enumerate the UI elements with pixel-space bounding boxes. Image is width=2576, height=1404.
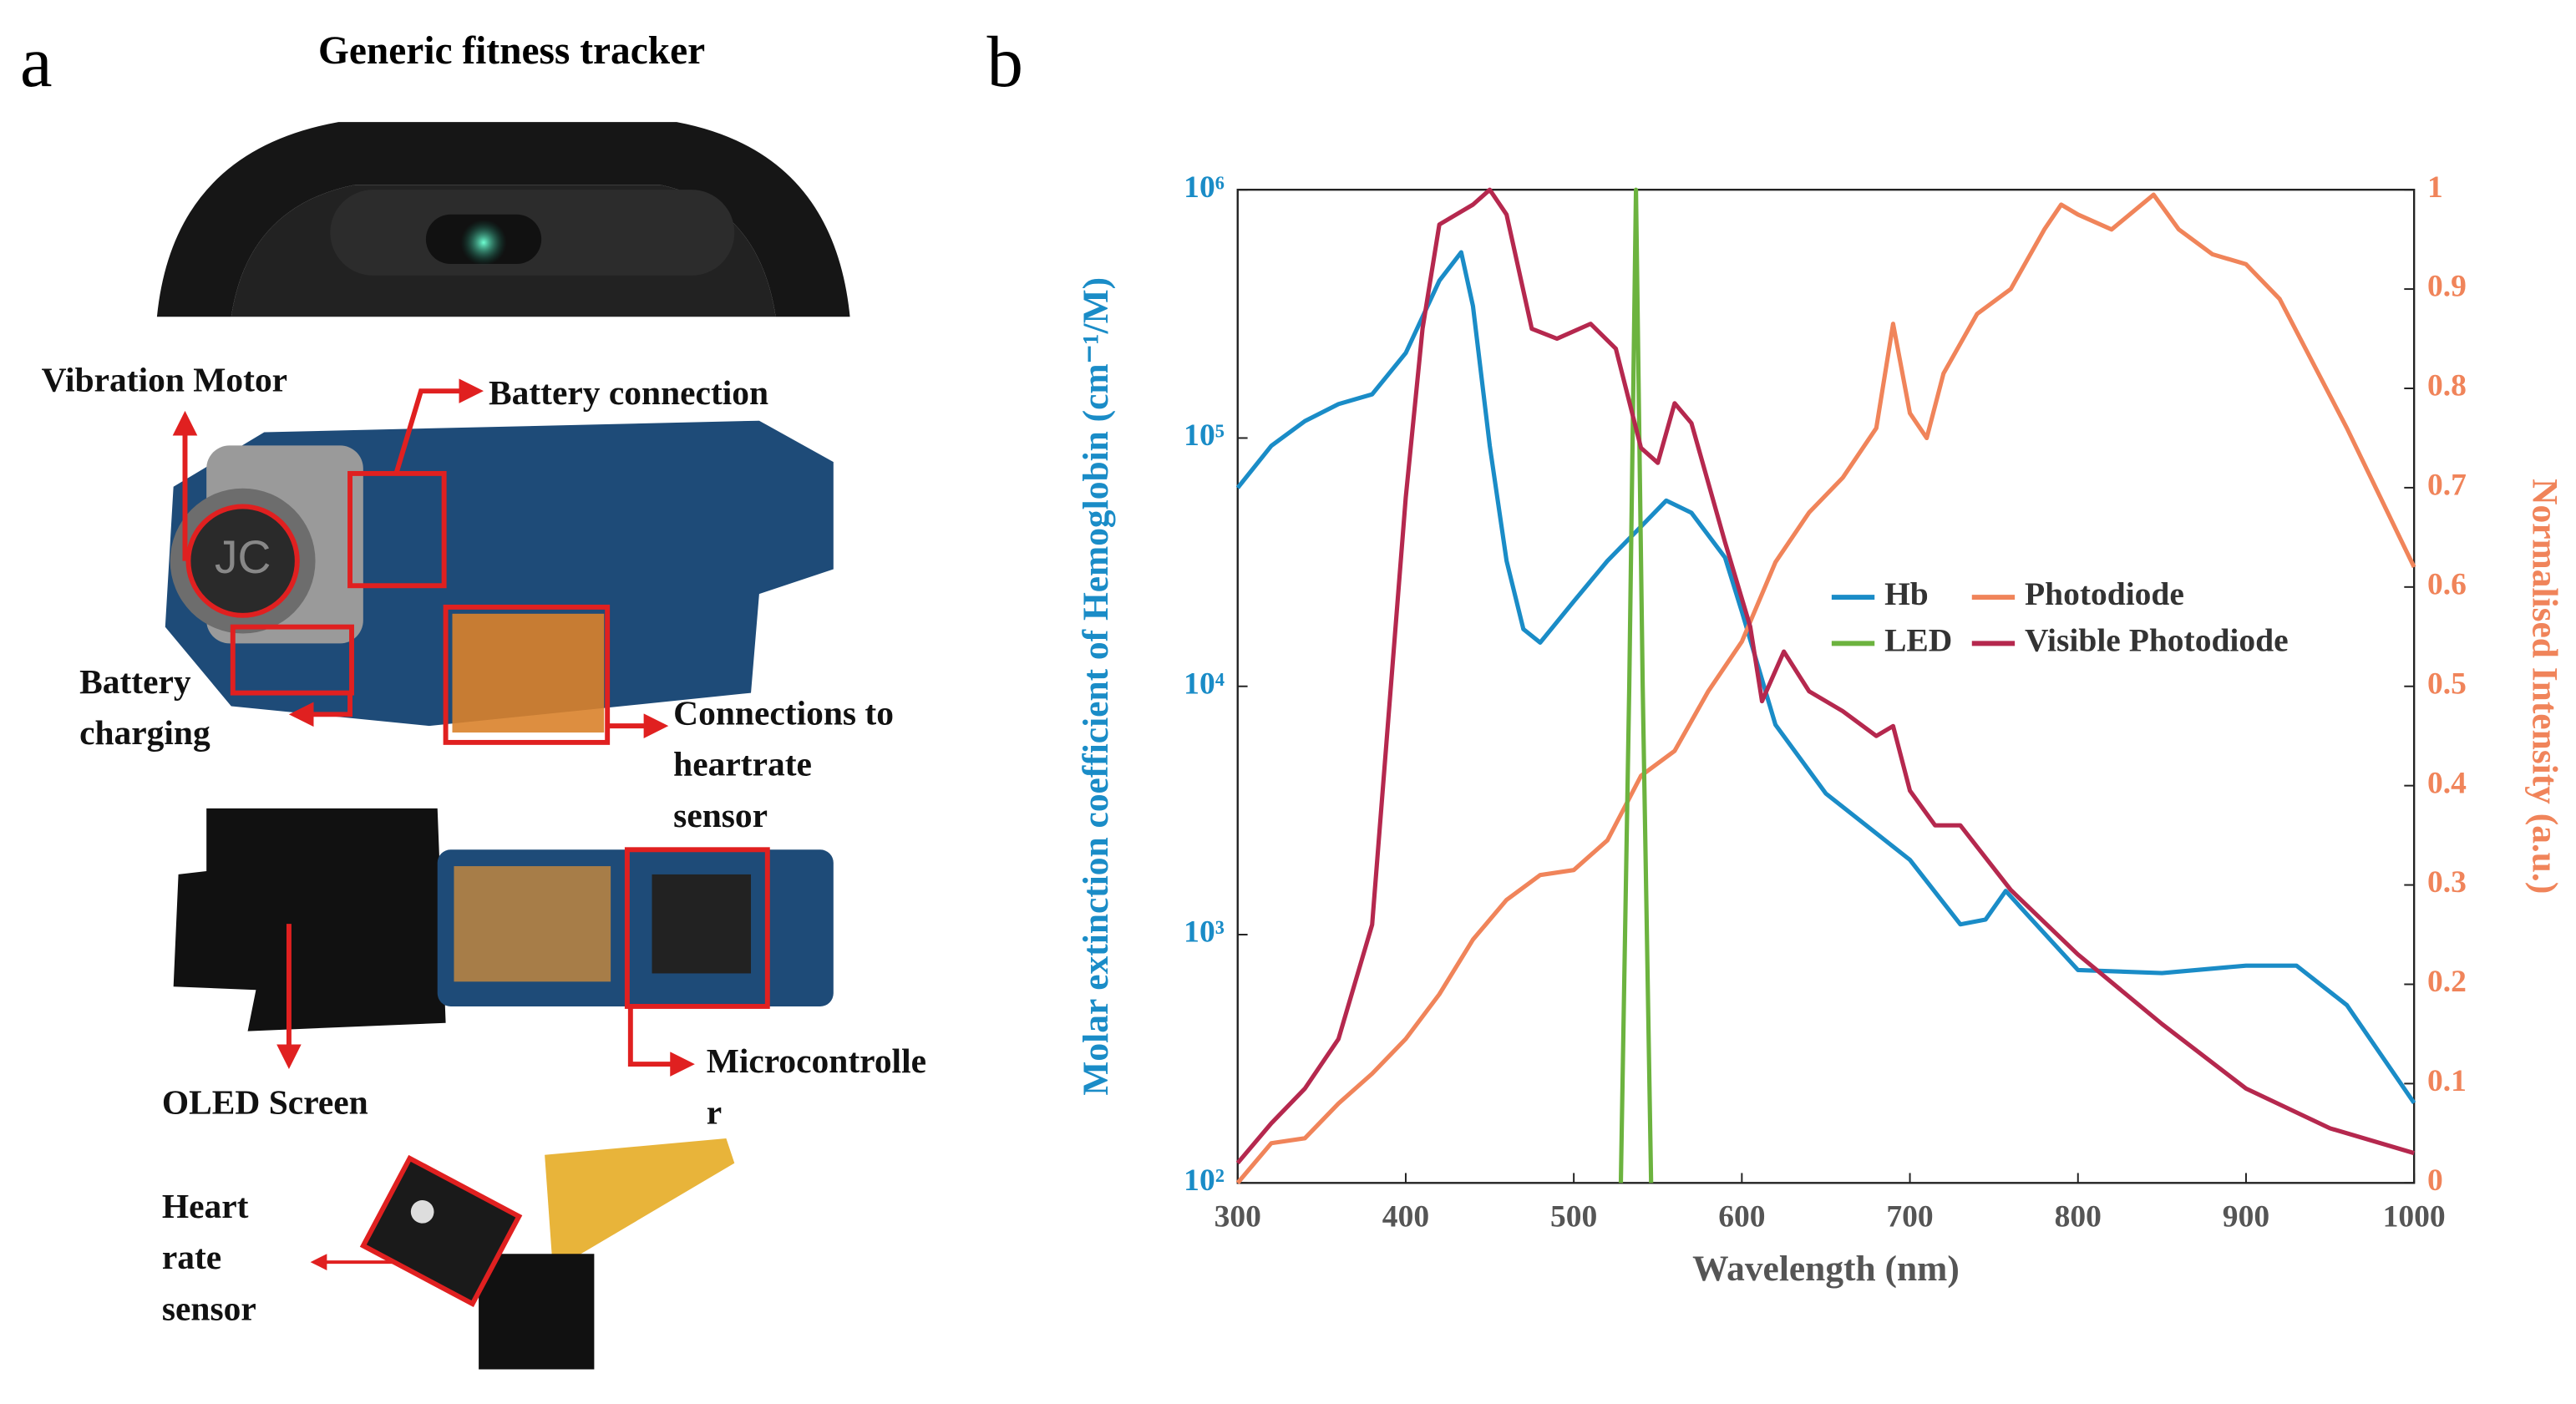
x-tick-label: 400 <box>1382 1199 1429 1234</box>
annotation: OLED Screen <box>162 1082 368 1121</box>
x-tick-label: 300 <box>1214 1199 1261 1234</box>
legend-label: Hb <box>1884 575 1929 612</box>
annotation-line: rate <box>162 1238 221 1276</box>
y-axis-label: Molar extinction coefficient of Hemoglob… <box>1076 277 1116 1096</box>
pcb-photo: JC <box>165 378 834 745</box>
x-tick-label: 500 <box>1550 1199 1597 1234</box>
x-axis-label: Wavelength (nm) <box>1692 1249 1960 1289</box>
annotation-line: sensor <box>162 1289 256 1327</box>
panel-label: a <box>20 22 53 102</box>
panel-title: Generic fitness tracker <box>318 29 705 73</box>
y-tick-label: 10² <box>1184 1163 1225 1198</box>
x-tick-label: 900 <box>2223 1199 2269 1234</box>
y2-tick-label: 0.3 <box>2427 865 2467 900</box>
x-tick-label: 700 <box>1886 1199 1933 1234</box>
y2-axis-label: Normalised Intensity (a.u.) <box>2524 479 2564 894</box>
annotation: Connections to heartrate sensor <box>673 693 894 834</box>
sensor-photo <box>310 1138 735 1370</box>
board-photo <box>173 808 834 1077</box>
annotation-line: sensor <box>673 795 768 834</box>
annotation-line: Battery <box>79 661 191 700</box>
annotation: Microcontrolle r <box>707 1042 926 1131</box>
legend-label: Visible Photodiode <box>2025 621 2289 658</box>
annotation-line: heartrate <box>673 744 812 783</box>
y2-tick-label: 0.9 <box>2427 270 2467 304</box>
panel-label: b <box>987 22 1023 102</box>
series-line <box>1235 187 2415 1165</box>
y2-tick-label: 0.5 <box>2427 667 2467 701</box>
series-line <box>1235 250 2416 1104</box>
annotation-line: r <box>707 1092 722 1131</box>
annotation-line: OLED Screen <box>162 1082 368 1121</box>
annotation-line: charging <box>79 713 210 752</box>
y-tick-label: 10³ <box>1184 915 1225 950</box>
tracker-photo <box>156 122 850 317</box>
annotation-line: Battery connection <box>489 373 768 412</box>
y-tick-label: 10⁶ <box>1184 170 1225 205</box>
y2-tick-label: 1 <box>2427 170 2443 205</box>
legend-label: LED <box>1884 621 1952 658</box>
y2-tick-label: 0.6 <box>2427 567 2467 601</box>
x-tick-label: 1000 <box>2383 1199 2446 1234</box>
y-tick-label: 10⁴ <box>1184 667 1225 701</box>
y2-tick-label: 0.1 <box>2427 1064 2467 1098</box>
plot-frame <box>1236 188 2416 1184</box>
svg-text:JC: JC <box>215 531 271 583</box>
y2-tick-label: 0.7 <box>2427 469 2467 503</box>
annotation-line: Heart <box>162 1186 249 1224</box>
series-line <box>1235 192 2416 1184</box>
x-tick-label: 600 <box>1718 1199 1765 1234</box>
y-tick-label: 10⁵ <box>1184 418 1225 453</box>
annotation: Vibration Motor <box>42 360 287 398</box>
y2-tick-label: 0 <box>2427 1163 2443 1198</box>
annotation-line: Microcontrolle <box>707 1042 926 1080</box>
annotation: Heart rate sensor <box>162 1186 256 1326</box>
y2-tick-label: 0.2 <box>2427 965 2467 999</box>
annotation: Battery charging <box>79 661 210 751</box>
y2-tick-label: 0.8 <box>2427 369 2467 403</box>
annotation-line: Vibration Motor <box>42 360 287 398</box>
series-line <box>1618 187 1654 1184</box>
y2-tick-label: 0.4 <box>2427 766 2467 800</box>
annotation-line: Connections to <box>673 693 894 732</box>
annotation: Battery connection <box>489 373 768 412</box>
legend-label: Photodiode <box>2025 575 2184 612</box>
x-tick-label: 800 <box>2055 1199 2102 1234</box>
